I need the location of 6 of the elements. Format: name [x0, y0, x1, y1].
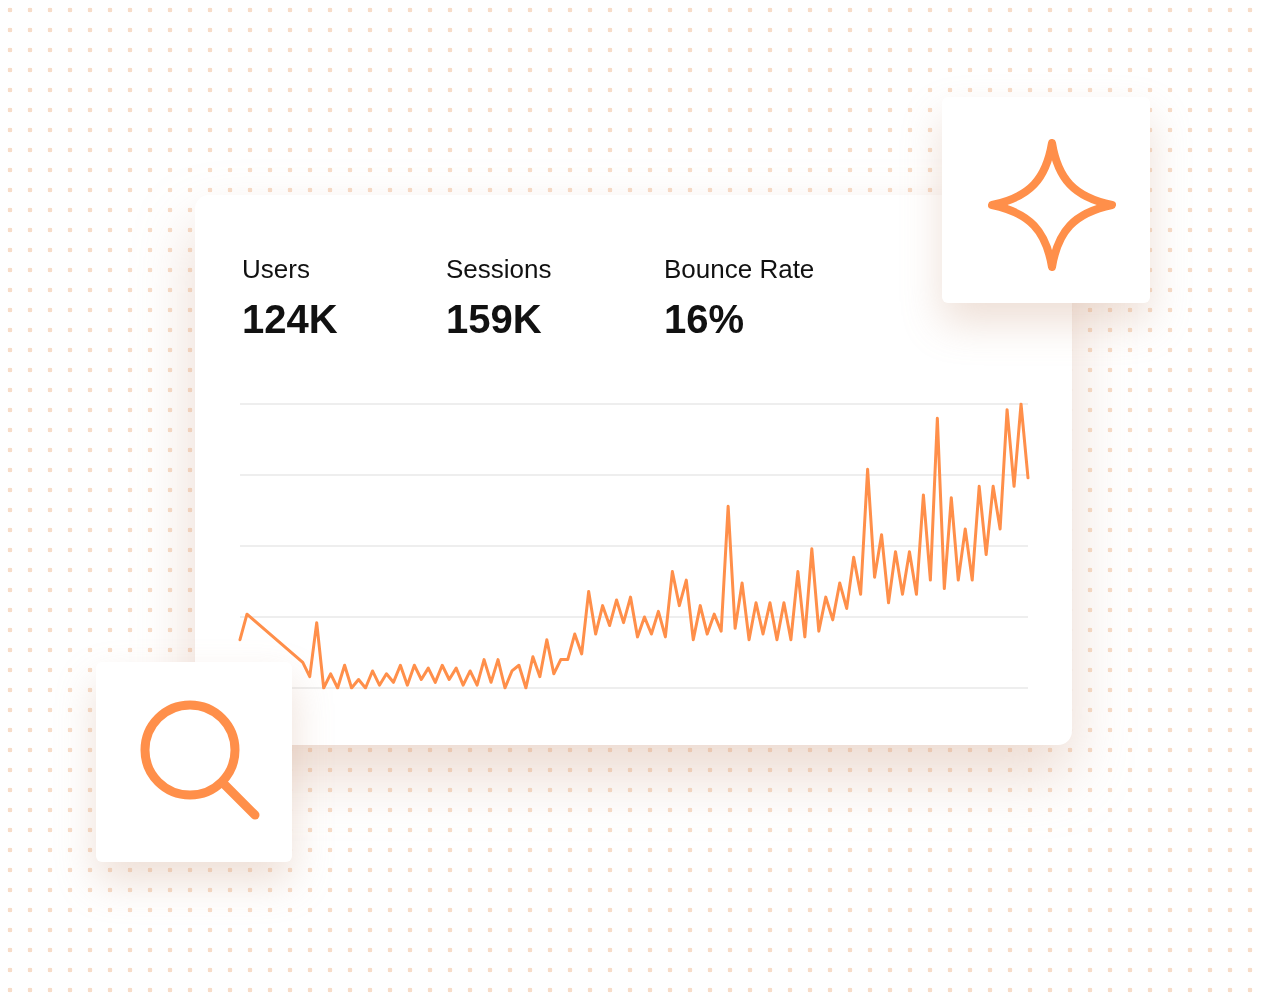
text: Sessions — [446, 254, 552, 285]
text: Bounce Rate — [664, 254, 815, 285]
text: 124K — [242, 297, 338, 342]
text: Users — [242, 254, 311, 285]
text: 159K — [446, 297, 543, 342]
text: 16% — [664, 297, 746, 342]
